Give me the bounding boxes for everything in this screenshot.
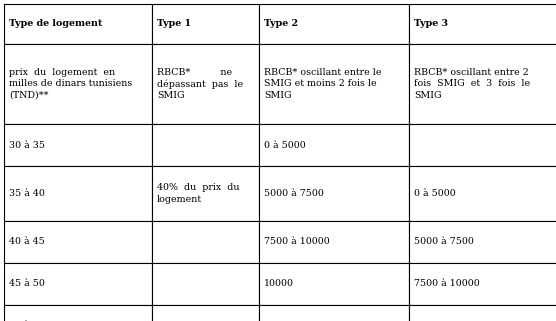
Text: 35 à 40: 35 à 40 [9,189,45,198]
Bar [409,166,556,221]
Text: prix  du  logement  en
milles de dinars tunisiens
(TND)**: prix du logement en milles de dinars tun… [9,68,132,100]
Bar [259,221,409,263]
Text: 40%  du  prix  du
logement: 40% du prix du logement [157,183,240,204]
Bar [152,305,259,321]
Bar [4,263,152,305]
Bar [4,221,152,263]
Bar [152,166,259,221]
Bar [4,166,152,221]
Text: 0 à 5000: 0 à 5000 [264,141,306,150]
Bar [4,4,152,44]
Bar [4,44,152,124]
Text: RBCB* oscillant entre 2
fois  SMIG  et  3  fois  le
SMIG: RBCB* oscillant entre 2 fois SMIG et 3 f… [414,68,530,100]
Bar [152,263,259,305]
Text: RBCB*          ne
dépassant  pas  le
SMIG: RBCB* ne dépassant pas le SMIG [157,68,243,100]
Bar [4,124,152,166]
Bar [409,124,556,166]
Text: Type 1: Type 1 [157,20,191,29]
Bar [259,166,409,221]
Text: 5000 à 7500: 5000 à 7500 [414,238,474,247]
Bar [152,4,259,44]
Bar [259,44,409,124]
Bar [259,124,409,166]
Bar [4,305,152,321]
Bar [409,44,556,124]
Bar [259,263,409,305]
Text: RBCB* oscillant entre le
SMIG et moins 2 fois le
SMIG: RBCB* oscillant entre le SMIG et moins 2… [264,68,381,100]
Bar [409,263,556,305]
Text: Type 2: Type 2 [264,20,298,29]
Bar [152,221,259,263]
Bar [152,124,259,166]
Text: 45 à 50: 45 à 50 [9,280,45,289]
Bar [152,44,259,124]
Bar [409,305,556,321]
Text: 7500 à 10000: 7500 à 10000 [414,280,480,289]
Text: 0 à 5000: 0 à 5000 [414,189,456,198]
Text: 30 à 35: 30 à 35 [9,141,45,150]
Text: 7500 à 10000: 7500 à 10000 [264,238,330,247]
Text: 40 à 45: 40 à 45 [9,238,44,247]
Text: 5000 à 7500: 5000 à 7500 [264,189,324,198]
Bar [409,221,556,263]
Text: 10000: 10000 [264,280,294,289]
Text: Type de logement: Type de logement [9,20,102,29]
Bar [259,4,409,44]
Bar [409,4,556,44]
Text: Type 3: Type 3 [414,20,448,29]
Bar [259,305,409,321]
